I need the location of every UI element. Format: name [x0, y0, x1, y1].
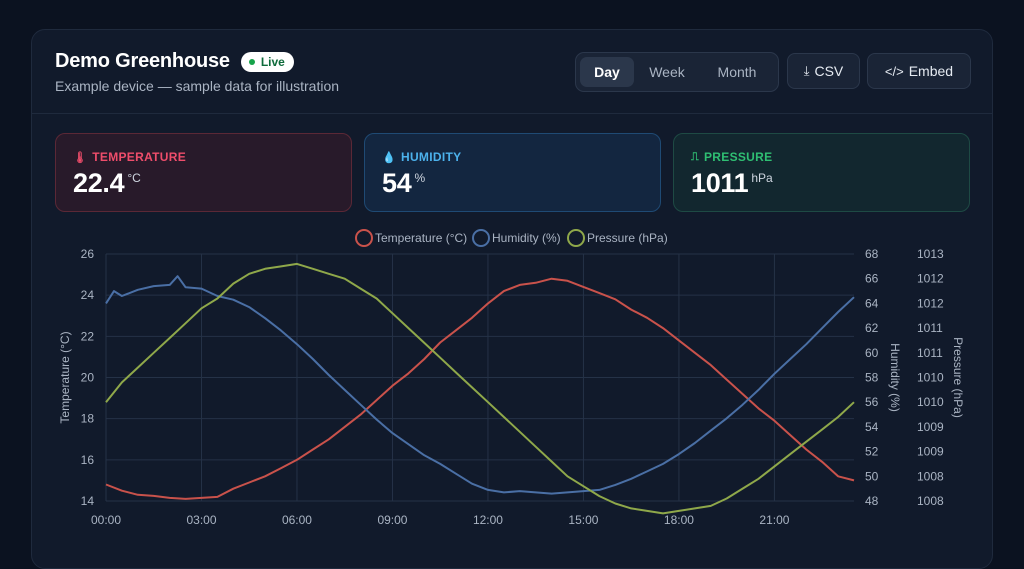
thermometer-icon: 🌡: [73, 151, 88, 164]
y-right2-tick-label: 1008: [917, 469, 944, 483]
humidity-card: 💧 HUMIDITY 54 %: [364, 133, 661, 212]
temperature-unit: °C: [127, 171, 141, 185]
y-left-tick-label: 14: [81, 494, 95, 508]
y-right1-tick-label: 64: [865, 296, 879, 310]
y-right1-tick-label: 60: [865, 346, 879, 360]
x-tick-label: 18:00: [664, 513, 694, 527]
series-line-2: [105, 262, 855, 515]
temperature-card: 🌡 TEMPERATURE 22.4 °C: [55, 133, 352, 212]
x-tick-label: 03:00: [186, 513, 216, 527]
embed-label: Embed: [908, 63, 954, 79]
live-label: Live: [260, 54, 285, 69]
range-tab-week[interactable]: Week: [649, 64, 685, 80]
live-badge: Live: [240, 51, 294, 72]
download-icon: ⤓: [803, 63, 810, 78]
y-right1-tick-label: 66: [865, 272, 879, 286]
csv-label: CSV: [814, 63, 844, 79]
legend-marker: [355, 229, 373, 247]
y-left-tick-label: 24: [81, 288, 95, 302]
y-right2-tick-label: 1011: [917, 321, 943, 335]
y-right1-axis-title: Humidity (%): [888, 343, 902, 412]
y-left-tick-label: 26: [81, 247, 95, 261]
y-right2-tick-label: 1010: [917, 371, 944, 385]
range-tab-month[interactable]: Month: [717, 64, 757, 80]
series-line-0: [105, 277, 855, 500]
temperature-label: TEMPERATURE: [92, 150, 187, 164]
humidity-unit: %: [414, 171, 426, 185]
device-title: Demo Greenhouse: [55, 50, 230, 72]
series-line-1: [105, 275, 855, 495]
temperature-value: 22.4: [73, 168, 125, 198]
csv-button[interactable]: ⤓ CSV: [787, 53, 860, 89]
y-right2-axis-title: Pressure (hPa): [951, 337, 965, 418]
y-left-tick-label: 22: [81, 329, 95, 343]
live-dot-icon: [248, 58, 255, 65]
x-tick-label: 15:00: [568, 513, 598, 527]
y-right1-tick-label: 62: [865, 321, 879, 335]
pressure-unit: hPa: [751, 171, 773, 185]
y-left-tick-label: 18: [81, 412, 95, 426]
card-header: Demo Greenhouse Live Example device — sa…: [32, 30, 992, 114]
y-right1-tick-label: 68: [865, 247, 879, 261]
pressure-value-row: 1011 hPa: [691, 168, 773, 199]
x-tick-label: 12:00: [473, 513, 503, 527]
humidity-label-row: 💧 HUMIDITY: [382, 150, 461, 164]
pressure-label-row: ⎍ PRESSURE: [691, 150, 772, 164]
y-right2-tick-label: 1012: [917, 296, 944, 310]
legend-marker: [472, 229, 490, 247]
y-right1-tick-label: 50: [865, 469, 879, 483]
device-subtitle: Example device — sample data for illustr…: [55, 78, 340, 94]
pressure-card: ⎍ PRESSURE 1011 hPa: [673, 133, 970, 212]
title-row: Demo Greenhouse Live: [55, 50, 294, 73]
humidity-value: 54: [382, 168, 412, 198]
y-right1-tick-label: 52: [865, 445, 879, 459]
device-card: Demo Greenhouse Live Example device — sa…: [31, 29, 993, 569]
y-right1-tick-label: 56: [865, 395, 879, 409]
legend-label: Pressure (hPa): [587, 231, 668, 245]
pressure-value: 1011: [691, 168, 749, 198]
x-tick-label: 00:00: [91, 513, 121, 527]
y-left-tick-label: 16: [81, 453, 95, 467]
range-selector: Day Week Month: [575, 52, 779, 92]
y-right2-tick-label: 1011: [917, 346, 943, 360]
x-tick-label: 21:00: [759, 513, 789, 527]
code-icon: </>: [884, 63, 904, 79]
y-right2-tick-label: 1013: [917, 247, 944, 261]
legend-label: Humidity (%): [492, 231, 561, 245]
y-right2-tick-label: 1009: [917, 420, 944, 434]
y-left-axis-title: Temperature (°C): [58, 331, 72, 423]
gauge-icon: ⎍: [691, 150, 699, 163]
y-right1-tick-label: 48: [865, 494, 879, 508]
temperature-value-row: 22.4 °C: [73, 168, 141, 199]
y-right2-tick-label: 1010: [917, 395, 944, 409]
humidity-label: HUMIDITY: [401, 150, 462, 164]
legend-marker: [567, 229, 585, 247]
y-right2-tick-label: 1009: [917, 445, 944, 459]
droplet-icon: 💧: [382, 151, 396, 164]
legend-label: Temperature (°C): [375, 231, 467, 245]
pressure-label: PRESSURE: [704, 150, 773, 164]
y-right2-tick-label: 1012: [917, 272, 944, 286]
range-tab-day[interactable]: Day: [580, 57, 634, 87]
x-tick-label: 09:00: [377, 513, 407, 527]
y-right1-tick-label: 58: [865, 371, 879, 385]
y-right2-tick-label: 1008: [917, 494, 944, 508]
x-tick-label: 06:00: [282, 513, 312, 527]
humidity-value-row: 54 %: [382, 168, 425, 199]
y-left-tick-label: 20: [81, 371, 95, 385]
y-right1-tick-label: 54: [865, 420, 879, 434]
temperature-label-row: 🌡 TEMPERATURE: [73, 150, 186, 164]
embed-button[interactable]: </> Embed: [867, 53, 971, 89]
